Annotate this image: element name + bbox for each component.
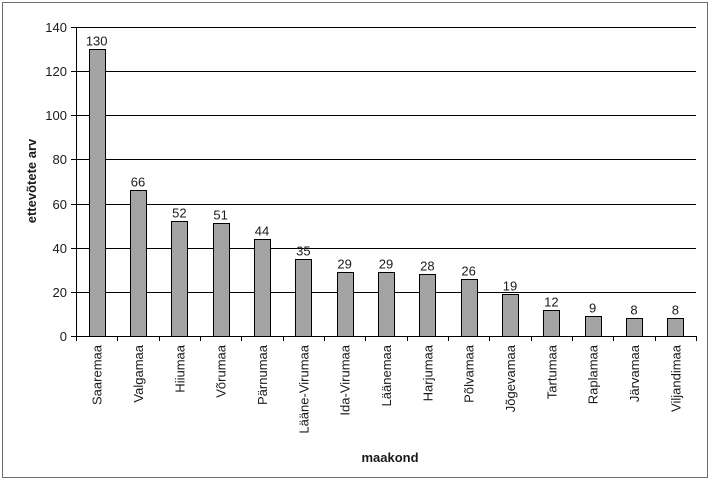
x-tick-label-ida-virumaa: Ida-Virumaa <box>338 344 353 415</box>
x-category-labels: Saaremaa Valgamaa Hiiumaa Võrumaa Pärnumaa Lä… <box>90 344 684 433</box>
bar-saaremaa <box>89 49 106 337</box>
x-tick-label-saaremaa: Saaremaa <box>90 344 105 405</box>
data-label-ida-virumaa: 29 <box>337 257 351 272</box>
bar-hiiumaa <box>171 221 188 337</box>
bars <box>89 49 684 337</box>
data-label-tartumaa: 12 <box>544 295 558 310</box>
bar-viljandimaa <box>667 318 684 337</box>
data-label-hiiumaa: 52 <box>172 206 186 221</box>
x-tick-label-harjumaa: Harjumaa <box>420 344 435 401</box>
data-label-valgamaa: 66 <box>131 175 145 190</box>
data-label-polvamaa: 26 <box>461 264 475 279</box>
x-tick-label-parnumaa: Pärnumaa <box>255 344 270 405</box>
data-label-laanemaa: 29 <box>379 257 393 272</box>
bar-valgamaa <box>130 190 147 337</box>
x-tick-label-viljandimaa: Viljandimaa <box>668 344 683 412</box>
x-tick-label-hiiumaa: Hiiumaa <box>172 344 187 392</box>
x-tick-label-polvamaa: Põlvamaa <box>462 344 477 403</box>
bar-vorumaa <box>213 223 230 337</box>
data-label-viljandimaa: 8 <box>672 303 679 318</box>
bar-jogevamaa <box>502 294 519 337</box>
bar-ida-virumaa <box>337 272 354 337</box>
y-tick-label: 20 <box>53 285 67 300</box>
data-label-saaremaa: 130 <box>86 34 108 49</box>
bar-tartumaa <box>543 310 560 337</box>
data-label-parnumaa: 44 <box>255 224 269 239</box>
x-tick-label-tartumaa: Tartumaa <box>544 344 559 399</box>
bar-jarvamaa <box>626 318 643 337</box>
bar-parnumaa <box>254 239 271 337</box>
x-tick-label-laane-virumaa: Lääne-Virumaa <box>296 344 311 433</box>
bar-laanemaa <box>378 272 395 337</box>
bar-raplamaa <box>585 316 602 337</box>
x-tick-label-valgamaa: Valgamaa <box>131 344 146 402</box>
y-axis-title: ettevõtete arv <box>24 138 39 223</box>
y-tick-labels: 0 20 40 60 80 100 120 140 <box>45 20 67 344</box>
x-axis-title: maakond <box>361 450 418 465</box>
bar-harjumaa <box>419 274 436 337</box>
y-tick-label: 0 <box>60 329 67 344</box>
bar-polvamaa <box>461 279 478 337</box>
data-label-raplamaa: 9 <box>589 301 596 316</box>
y-tick-label: 60 <box>53 197 67 212</box>
data-labels: 130 66 52 51 44 35 29 29 28 26 19 12 9 8 8 <box>86 34 679 318</box>
x-tick-label-laanemaa: Läänemaa <box>379 344 394 406</box>
data-label-vorumaa: 51 <box>213 208 227 223</box>
y-tick-label: 100 <box>45 108 67 123</box>
data-label-jarvamaa: 8 <box>630 303 637 318</box>
x-tick-label-jarvamaa: Järvamaa <box>627 344 642 402</box>
y-tick-label: 80 <box>53 152 67 167</box>
data-label-harjumaa: 28 <box>420 259 434 274</box>
data-label-jogevamaa: 19 <box>503 279 517 294</box>
x-tick-label-jogevamaa: Jõgevamaa <box>503 344 518 412</box>
axes <box>71 27 697 341</box>
y-tick-label: 140 <box>45 20 67 35</box>
x-tick-label-vorumaa: Võrumaa <box>214 344 229 398</box>
bar-laane-virumaa <box>295 259 312 337</box>
y-tick-label: 120 <box>45 64 67 79</box>
data-label-laane-virumaa: 35 <box>296 244 310 259</box>
x-tick-label-raplamaa: Raplamaa <box>586 344 601 404</box>
y-tick-label: 40 <box>53 241 67 256</box>
